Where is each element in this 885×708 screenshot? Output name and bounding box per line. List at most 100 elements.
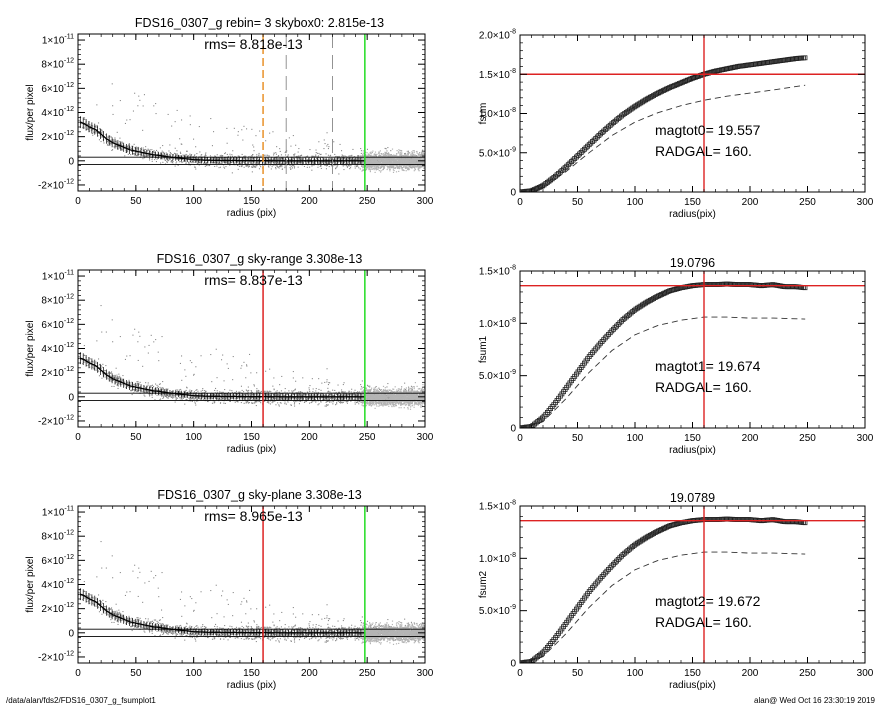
scatter-point xyxy=(411,152,414,154)
scatter-point xyxy=(422,166,424,168)
y-tick-exponent: -9 xyxy=(510,146,516,153)
scatter-point xyxy=(204,153,206,155)
scatter-point xyxy=(380,171,382,173)
scatter-point xyxy=(126,119,128,121)
scatter-point xyxy=(396,157,399,159)
scatter-point xyxy=(408,157,410,159)
scatter-point xyxy=(412,157,414,159)
scatter-point xyxy=(320,165,322,167)
scatter-point xyxy=(409,162,411,164)
scatter-point xyxy=(362,169,364,171)
scatter-point xyxy=(406,166,408,168)
scatter-point xyxy=(142,105,144,107)
y-tick-exponent: -12 xyxy=(64,106,74,113)
scatter-point xyxy=(155,161,157,163)
scatter-point xyxy=(169,152,171,154)
scatter-point xyxy=(361,170,363,172)
scatter-point xyxy=(389,167,391,169)
scatter-point xyxy=(174,153,176,155)
scatter-point xyxy=(219,162,221,164)
scatter-point xyxy=(344,158,346,160)
scatter-point xyxy=(129,119,131,121)
scatter-point xyxy=(414,168,416,170)
scatter-point xyxy=(341,154,343,156)
scatter-point xyxy=(362,153,364,156)
scatter-point xyxy=(332,165,334,167)
scatter-point xyxy=(233,162,235,164)
scatter-point xyxy=(235,159,237,161)
scatter-point xyxy=(408,155,410,157)
scatter-point xyxy=(401,154,403,156)
scatter-point xyxy=(348,165,350,167)
scatter-point xyxy=(420,158,422,160)
curve-point xyxy=(564,163,570,169)
scatter-point xyxy=(358,167,360,169)
scatter-point xyxy=(298,158,300,160)
scatter-point xyxy=(356,164,358,166)
scatter-point xyxy=(86,128,88,130)
scatter-point xyxy=(361,158,363,160)
scatter-point xyxy=(275,157,277,159)
scatter-point xyxy=(350,167,352,169)
y-tick-mantissa: 8×10 xyxy=(41,60,64,71)
scatter-point xyxy=(377,165,379,167)
scatter-point xyxy=(391,164,393,166)
scatter-point xyxy=(389,162,391,165)
scatter-point xyxy=(379,159,381,161)
scatter-point xyxy=(142,153,144,155)
scatter-point xyxy=(375,159,377,161)
scatter-point xyxy=(224,152,226,154)
scatter-point xyxy=(255,166,257,168)
curve-point xyxy=(569,159,574,165)
scatter-point xyxy=(219,166,221,168)
scatter-point xyxy=(401,162,403,164)
scatter-point xyxy=(265,161,267,163)
scatter-point xyxy=(311,155,313,157)
scatter-point xyxy=(366,161,368,163)
scatter-point xyxy=(399,154,401,156)
x-tick-label: 250 xyxy=(359,196,376,207)
scatter-point xyxy=(289,167,291,169)
scatter-point xyxy=(380,166,382,168)
scatter-point xyxy=(332,162,334,164)
scatter-point xyxy=(234,159,236,161)
scatter-point xyxy=(124,145,126,147)
scatter-point xyxy=(222,158,224,160)
scatter-point xyxy=(423,157,425,159)
scatter-point xyxy=(383,158,385,160)
y-tick-mantissa: 2×10 xyxy=(41,132,64,143)
scatter-point xyxy=(329,161,331,163)
scatter-point xyxy=(419,164,421,167)
scatter-point xyxy=(153,150,155,152)
scatter-point xyxy=(366,152,368,154)
scatter-point xyxy=(118,145,120,147)
scatter-point xyxy=(408,168,410,170)
scatter-point xyxy=(366,168,368,171)
scatter-point xyxy=(373,161,375,164)
scatter-point xyxy=(182,154,184,156)
scatter-point xyxy=(298,155,300,157)
x-tick-label: 50 xyxy=(130,196,142,207)
scatter-point xyxy=(134,154,136,156)
scatter-point xyxy=(258,152,260,154)
scatter-point xyxy=(350,158,352,160)
scatter-point xyxy=(378,162,380,164)
scatter-point xyxy=(328,166,330,168)
scatter-point xyxy=(375,155,377,157)
scatter-point xyxy=(384,147,386,149)
scatter-point xyxy=(381,157,383,159)
scatter-point xyxy=(174,165,176,167)
scatter-point xyxy=(411,155,413,157)
scatter-point xyxy=(252,161,254,163)
scatter-point xyxy=(412,154,415,156)
scatter-point xyxy=(215,161,217,163)
scatter-point xyxy=(277,166,279,168)
scatter-point xyxy=(420,158,422,161)
scatter-point xyxy=(96,126,98,128)
scatter-point xyxy=(388,163,390,165)
scatter-point xyxy=(88,127,90,129)
scatter-point xyxy=(252,160,254,162)
scatter-point xyxy=(326,132,328,134)
scatter-point xyxy=(311,163,313,165)
scatter-point xyxy=(413,152,415,154)
